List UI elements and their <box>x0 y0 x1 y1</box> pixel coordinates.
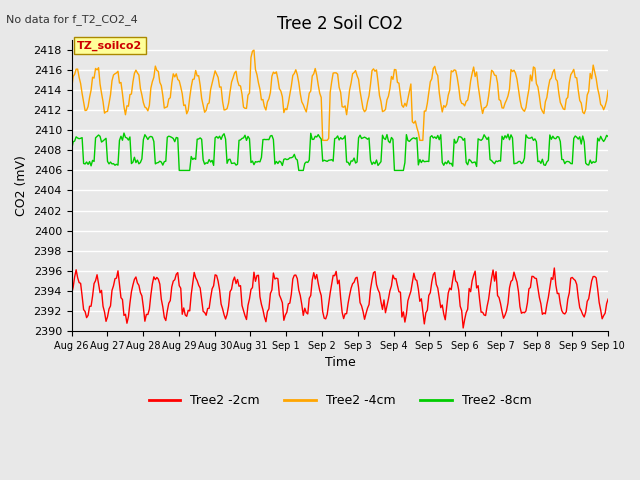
Tree2 -8cm <box>604 134 612 140</box>
Tree2 -4cm <box>68 86 76 92</box>
Tree2 -4cm <box>256 86 264 92</box>
Tree2 -2cm <box>255 273 262 278</box>
Tree2 -2cm <box>134 280 141 286</box>
Y-axis label: CO2 (mV): CO2 (mV) <box>15 155 28 216</box>
Tree2 -4cm <box>246 90 253 96</box>
Line: Tree2 -8cm: Tree2 -8cm <box>72 133 608 170</box>
Tree2 -2cm <box>228 286 236 292</box>
Tree2 -4cm <box>319 137 326 143</box>
Tree2 -8cm <box>248 158 256 164</box>
Tree2 -2cm <box>604 296 612 302</box>
Tree2 -2cm <box>460 325 467 331</box>
Tree2 -8cm <box>120 130 128 136</box>
Text: TZ_soilco2: TZ_soilco2 <box>77 41 142 51</box>
Title: Tree 2 Soil CO2: Tree 2 Soil CO2 <box>277 15 403 33</box>
Tree2 -2cm <box>68 291 76 297</box>
Tree2 -4cm <box>577 100 585 106</box>
X-axis label: Time: Time <box>324 356 355 369</box>
Tree2 -8cm <box>257 155 265 160</box>
Line: Tree2 -4cm: Tree2 -4cm <box>72 50 608 140</box>
Tree2 -2cm <box>246 296 253 302</box>
Tree2 -4cm <box>250 47 258 53</box>
Tree2 -4cm <box>228 79 236 85</box>
Line: Tree2 -2cm: Tree2 -2cm <box>72 268 608 328</box>
Tree2 -8cm <box>577 141 585 147</box>
Tree2 -8cm <box>68 147 76 153</box>
Tree2 -8cm <box>135 161 143 167</box>
Text: No data for f_T2_CO2_4: No data for f_T2_CO2_4 <box>6 14 138 25</box>
Tree2 -2cm <box>577 308 585 313</box>
Tree2 -4cm <box>304 100 312 106</box>
Tree2 -4cm <box>134 70 141 76</box>
Tree2 -4cm <box>604 87 612 93</box>
Tree2 -8cm <box>230 160 238 166</box>
Tree2 -2cm <box>550 265 558 271</box>
Tree2 -8cm <box>305 157 313 163</box>
Legend: Tree2 -2cm, Tree2 -4cm, Tree2 -8cm: Tree2 -2cm, Tree2 -4cm, Tree2 -8cm <box>143 389 536 412</box>
Tree2 -2cm <box>303 310 310 315</box>
Tree2 -8cm <box>175 168 183 173</box>
